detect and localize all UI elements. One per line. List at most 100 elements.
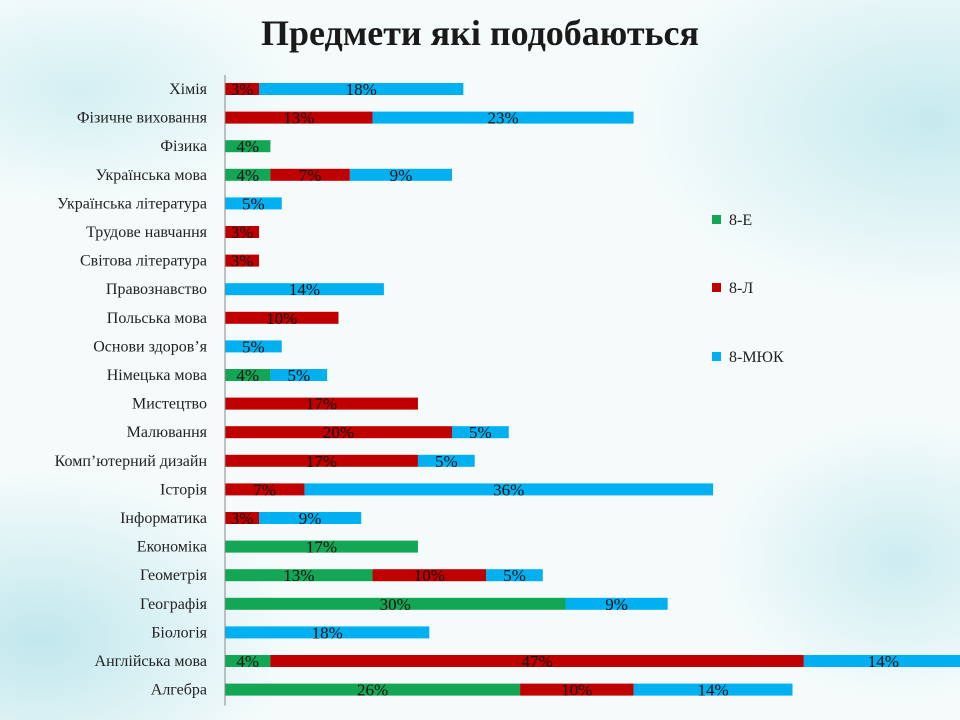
legend-swatch <box>712 352 721 361</box>
data-label: 14% <box>697 681 728 700</box>
category-label-10: Німецька мова <box>107 367 207 384</box>
data-label: 9% <box>605 595 628 614</box>
bar-segment <box>225 512 260 524</box>
data-label: 5% <box>469 423 492 442</box>
legend-swatch <box>712 283 721 292</box>
bar-segment <box>225 283 384 296</box>
bar-segment <box>633 683 793 696</box>
category-label-20: Англійська мова <box>95 653 207 670</box>
bar-segment <box>259 512 362 524</box>
data-label: 4% <box>236 366 259 385</box>
data-label: 17% <box>306 538 337 557</box>
data-label: 7% <box>253 480 276 499</box>
bar-segment <box>225 569 373 582</box>
category-label-3: Українська мова <box>96 167 207 184</box>
category-label-19: Біологія <box>151 624 207 641</box>
category-label-13: Комп’ютерний дизайн <box>55 453 208 470</box>
data-label: 20% <box>323 423 354 442</box>
bar-segment <box>225 340 282 353</box>
bar-segment <box>225 140 271 153</box>
bar-segment <box>225 597 566 610</box>
data-label: 17% <box>306 452 337 471</box>
category-label-11: Мистецтво <box>132 396 207 413</box>
bar-segment <box>225 226 260 238</box>
data-label: 9% <box>299 509 322 528</box>
bar-segment <box>565 597 668 610</box>
data-label: 9% <box>390 166 413 185</box>
category-label-6: Світова література <box>80 253 207 270</box>
category-label-9: Основи здоров’я <box>93 338 207 355</box>
bar-segment <box>225 254 260 267</box>
category-label-17: Геометрія <box>140 567 208 584</box>
chart-title: Предмети які подобаються <box>260 13 699 53</box>
category-label-15: Інформатика <box>120 510 207 527</box>
bar-segment <box>225 311 339 324</box>
data-label: 18% <box>346 80 377 99</box>
data-label: 7% <box>299 166 322 185</box>
data-label: 5% <box>503 566 526 585</box>
bar-segment <box>486 569 543 582</box>
data-label: 3% <box>231 509 254 528</box>
data-label: 4% <box>236 137 259 156</box>
data-label: 4% <box>236 166 259 185</box>
data-label: 26% <box>357 681 388 700</box>
bar-segment <box>349 168 452 181</box>
category-label-14: Історія <box>160 481 208 498</box>
bar-segment <box>225 454 418 467</box>
data-label: 5% <box>242 337 265 356</box>
labels-layer: Хімія 3% 18% Фізичне виховання 13% 23% Фізика 4… <box>55 80 899 700</box>
data-label: 17% <box>306 395 337 414</box>
legend: 8-Е 8-Л 8-МЮК <box>712 212 784 366</box>
bar-segment <box>225 197 282 210</box>
bar-segment <box>225 483 305 496</box>
data-label: 5% <box>242 194 265 213</box>
data-label: 14% <box>289 280 320 299</box>
bar-segment <box>225 683 521 696</box>
category-label-8: Польська мова <box>107 310 207 327</box>
bar-segment <box>270 369 328 381</box>
category-label-4: Українська література <box>57 195 207 212</box>
category-label-12: Малювання <box>127 424 208 441</box>
data-label: 30% <box>380 595 411 614</box>
data-label: 4% <box>236 652 259 671</box>
bar-segment <box>225 626 430 639</box>
data-label: 3% <box>231 252 254 271</box>
bar-segment <box>225 83 260 95</box>
bar-segment <box>225 397 418 410</box>
category-label-18: Географія <box>140 596 208 613</box>
bar-segment <box>372 111 634 124</box>
category-label-21: Алгебра <box>151 682 207 699</box>
bar-segment <box>225 426 452 439</box>
data-label: 36% <box>493 480 524 499</box>
bar-segment <box>417 454 475 467</box>
bar-segment <box>225 655 271 667</box>
category-label-16: Економіка <box>137 539 207 556</box>
data-label: 13% <box>283 109 314 128</box>
data-label: 3% <box>231 223 254 242</box>
legend-label: 8-МЮК <box>729 349 784 366</box>
data-label: 47% <box>522 652 553 671</box>
category-label-7: Правознавство <box>106 281 207 298</box>
data-label: 14% <box>868 652 899 671</box>
bars-layer <box>225 83 960 696</box>
data-label: 10% <box>414 566 445 585</box>
category-label-1: Фізичне виховання <box>77 110 208 127</box>
data-label: 23% <box>487 109 518 128</box>
data-label: 5% <box>435 452 458 471</box>
bar-segment <box>225 369 271 381</box>
data-label: 18% <box>312 623 343 642</box>
category-label-0: Хімія <box>169 81 208 98</box>
bar-segment <box>270 655 804 667</box>
data-label: 5% <box>287 366 310 385</box>
bar-segment <box>225 540 418 553</box>
bar-segment <box>372 569 487 582</box>
bar-segment <box>225 111 373 124</box>
bar-segment <box>225 168 271 181</box>
bar-segment <box>259 83 464 95</box>
bar-segment <box>270 168 350 181</box>
legend-label: 8-Л <box>729 280 753 297</box>
bar-segment <box>803 655 960 667</box>
data-label: 10% <box>561 681 592 700</box>
category-label-2: Фізика <box>160 138 207 155</box>
